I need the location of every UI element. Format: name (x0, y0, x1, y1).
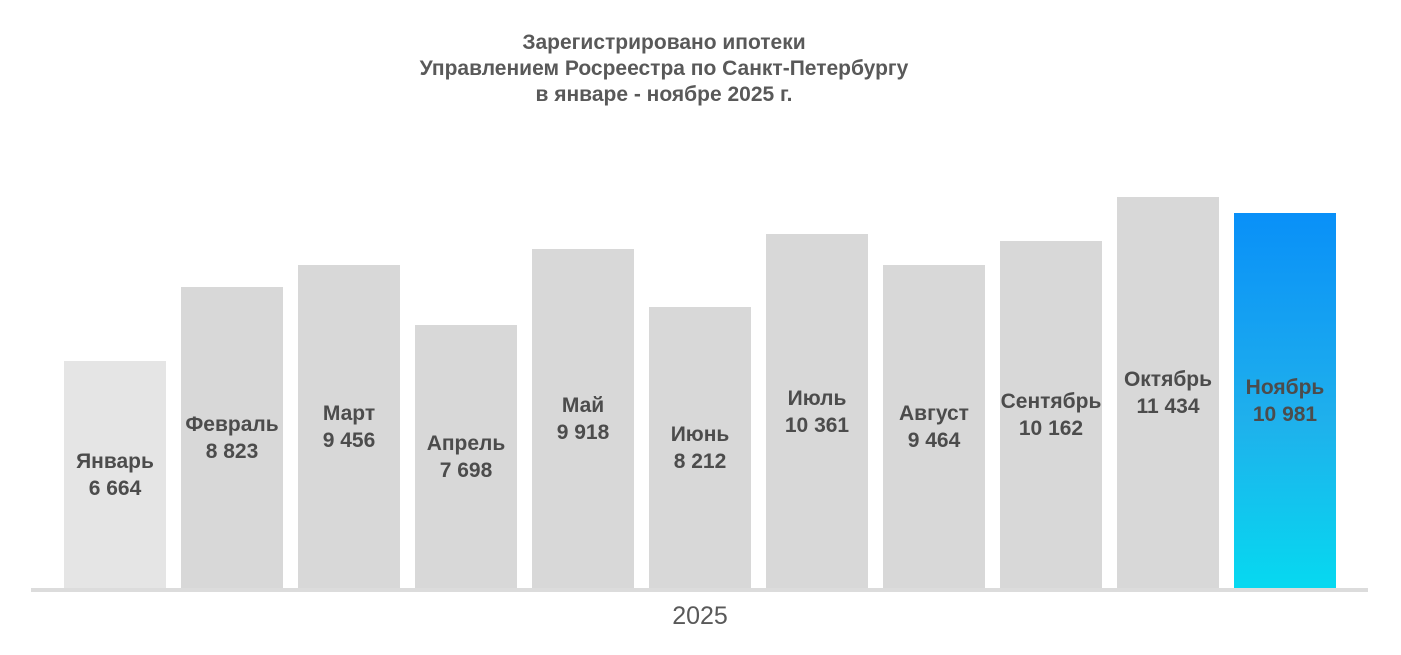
bar-label-2: Февраль 8 823 (181, 287, 283, 589)
bar-month-name: Май (561, 394, 605, 417)
bar-month-name: Сентябрь (1000, 390, 1102, 413)
bar-3: Март 9 456 (298, 265, 400, 589)
bar-6: Июнь 8 212 (649, 307, 751, 589)
bar-2: Февраль 8 823 (181, 287, 283, 589)
bar-label-11: Ноябрь 10 981 (1234, 213, 1336, 589)
x-axis-year-label: 2025 (672, 602, 728, 630)
bar-4: Апрель 7 698 (415, 325, 517, 589)
chart-title-line-3: в январе - ноябре 2025 г. (535, 83, 793, 106)
bar-month-name: Июль (787, 386, 847, 410)
bar-month-name: Апрель (426, 432, 506, 455)
bar-9: Сентябрь 10 162 (1000, 241, 1102, 589)
bar-month-name: Июнь (670, 423, 730, 446)
bar-7: Июль 10 361 (766, 234, 868, 589)
bar-label-10: Октябрь 11 434 (1117, 197, 1219, 589)
bar-value: 10 162 (1018, 417, 1084, 440)
bar-value: 9 464 (907, 429, 961, 452)
bar-10: Октябрь 11 434 (1117, 197, 1219, 589)
bar-value: 10 361 (784, 413, 850, 437)
bar-label-9: Сентябрь 10 162 (1000, 241, 1102, 589)
bar-value: 7 698 (439, 459, 493, 482)
bar-value: 6 664 (88, 477, 142, 500)
bar-value: 8 212 (673, 450, 727, 473)
bar-month-name: Март (322, 402, 376, 425)
bar-value: 10 981 (1252, 403, 1318, 426)
bar-1: Январь 6 664 (64, 361, 166, 589)
bar-month-name: Ноябрь (1245, 376, 1325, 399)
bar-value: 9 918 (556, 421, 610, 444)
bar-value: 9 456 (322, 429, 376, 452)
x-axis-line (31, 588, 1368, 592)
bar-label-6: Июнь 8 212 (649, 307, 751, 589)
bar-label-4: Апрель 7 698 (415, 325, 517, 589)
bar-month-name: Январь (76, 450, 154, 473)
chart-title: Зарегистрировано ипотеки Управлением Рос… (214, 30, 1114, 108)
bar-month-name: Октябрь (1123, 368, 1213, 391)
bar-11: Ноябрь 10 981 (1234, 213, 1336, 589)
bar-label-1: Январь 6 664 (64, 361, 166, 589)
bar-label-5: Май 9 918 (532, 249, 634, 589)
bar-series: Январь 6 664 Февраль 8 823 Март 9 456 Апрель 7 … (64, 169, 1336, 589)
bar-value: 8 823 (205, 440, 259, 463)
bar-8: Август 9 464 (883, 265, 985, 589)
bar-month-name: Август (899, 402, 969, 425)
chart-title-line-2: Управлением Росреестра по Санкт-Петербур… (419, 57, 909, 80)
bar-month-name: Февраль (185, 413, 279, 436)
bar-value: 11 434 (1136, 395, 1200, 418)
bar-5: Май 9 918 (532, 249, 634, 589)
bar-label-8: Август 9 464 (883, 265, 985, 589)
bar-label-7: Июль 10 361 (766, 234, 868, 589)
chart-title-line-1: Зарегистрировано ипотеки (522, 31, 806, 54)
bar-label-3: Март 9 456 (298, 265, 400, 589)
